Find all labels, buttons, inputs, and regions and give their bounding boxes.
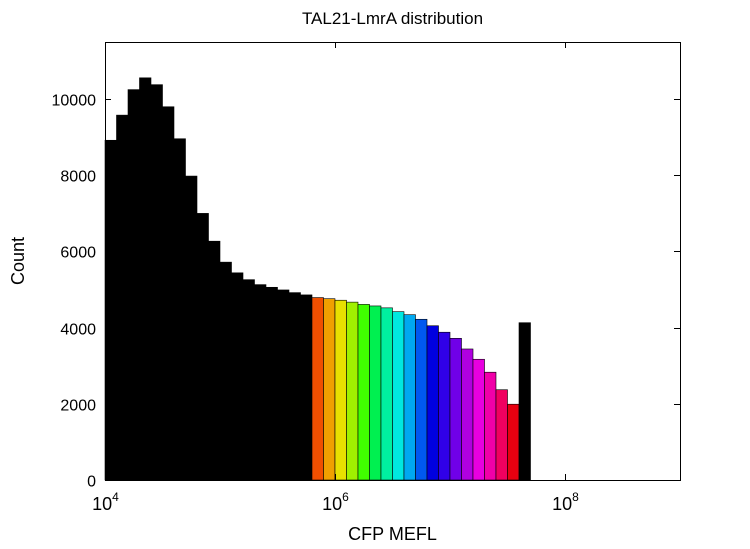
histogram-bar-25	[392, 311, 405, 481]
histogram-bar-7	[185, 175, 198, 481]
histogram-bar-24	[380, 307, 393, 481]
histogram-bar-29	[438, 331, 451, 481]
histogram-bar-18	[311, 297, 324, 481]
histogram-bar-3	[139, 77, 152, 481]
plot-frame	[105, 42, 681, 481]
histogram-bars	[104, 77, 531, 481]
histogram-bar-17	[300, 294, 313, 481]
histogram-bar-6	[173, 138, 186, 481]
histogram-bar-19	[323, 298, 336, 481]
chart-title: TAL21-LmrA distribution	[302, 9, 483, 28]
histogram-bar-14	[265, 286, 278, 481]
histogram-bar-11	[231, 272, 244, 481]
y-tick-label: 2000	[60, 398, 96, 415]
histogram-bar-15	[277, 289, 290, 481]
histogram-bar-12	[242, 279, 255, 481]
histogram-bar-0	[104, 139, 117, 481]
histogram-bar-31	[461, 348, 474, 481]
y-axis-ticks: 0 2000 4000 6000 8000 10000	[52, 93, 680, 491]
x-tick-label: 108	[552, 490, 579, 514]
histogram-bar-9	[208, 240, 221, 481]
y-tick-label: 0	[87, 474, 96, 491]
histogram-bar-28	[426, 325, 439, 481]
y-tick-label: 10000	[52, 93, 97, 110]
histogram-bar-21	[346, 301, 359, 481]
y-tick-label: 6000	[60, 245, 96, 262]
histogram-bar-22	[357, 304, 370, 481]
histogram-bar-26	[403, 314, 416, 481]
histogram-bar-33	[484, 371, 497, 481]
x-axis-ticks: 104 106 108	[92, 42, 579, 514]
y-tick-label: 4000	[60, 322, 96, 339]
histogram-bar-10	[219, 261, 232, 481]
histogram-bar-20	[334, 299, 347, 481]
x-tick-label: 104	[92, 490, 119, 514]
histogram-bar-36	[518, 322, 531, 481]
histogram-bar-5	[162, 106, 175, 481]
histogram-bar-23	[369, 305, 382, 481]
x-tick-label: 106	[322, 490, 349, 514]
histogram-bar-13	[254, 284, 267, 481]
histogram-bar-4	[150, 84, 163, 481]
histogram-bar-1	[116, 114, 129, 481]
histogram-bar-35	[507, 403, 520, 481]
histogram-bar-16	[288, 292, 301, 481]
histogram-bar-30	[449, 338, 462, 481]
histogram-bar-8	[196, 213, 209, 481]
histogram-bar-27	[415, 318, 428, 481]
histogram-bar-2	[127, 89, 140, 481]
x-axis-label: CFP MEFL	[348, 524, 437, 544]
y-axis-label: Count	[8, 237, 28, 285]
histogram-bar-34	[495, 389, 508, 481]
histogram-bar-32	[472, 358, 485, 481]
y-tick-label: 8000	[60, 169, 96, 186]
